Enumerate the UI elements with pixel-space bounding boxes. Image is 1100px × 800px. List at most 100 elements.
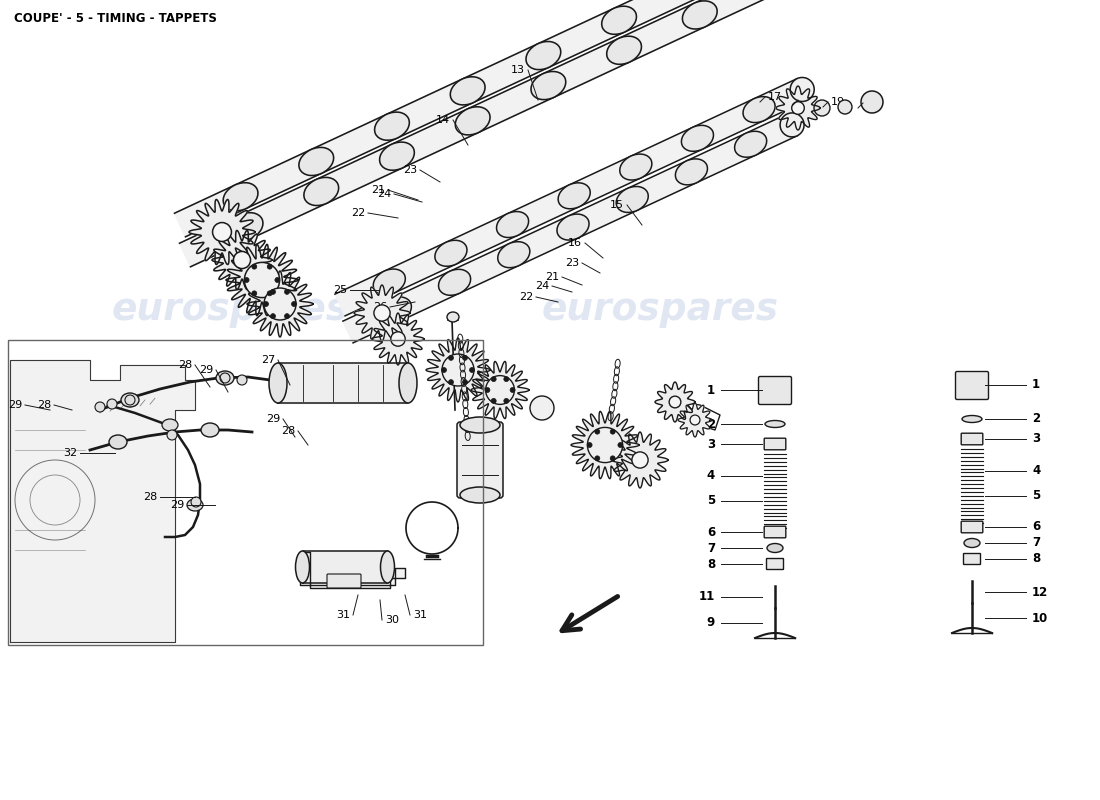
Polygon shape: [302, 551, 387, 583]
Circle shape: [792, 102, 804, 114]
Text: 29: 29: [8, 400, 22, 410]
Ellipse shape: [201, 423, 219, 437]
Text: 23: 23: [403, 165, 417, 175]
Text: 22: 22: [351, 208, 365, 218]
Text: 21: 21: [544, 272, 559, 282]
Polygon shape: [179, 0, 834, 266]
Ellipse shape: [187, 499, 204, 511]
Text: 20: 20: [866, 98, 880, 108]
Text: 21: 21: [371, 185, 385, 195]
Text: 10: 10: [1032, 611, 1048, 625]
Ellipse shape: [838, 100, 853, 114]
Circle shape: [374, 305, 390, 321]
Ellipse shape: [496, 211, 529, 238]
Text: 8: 8: [706, 558, 715, 570]
Ellipse shape: [558, 183, 591, 209]
Circle shape: [271, 314, 275, 318]
Ellipse shape: [742, 97, 775, 122]
Text: 23: 23: [565, 258, 579, 268]
Circle shape: [233, 251, 251, 269]
Text: 25: 25: [333, 285, 346, 295]
Text: 11: 11: [698, 590, 715, 603]
Ellipse shape: [447, 312, 459, 322]
Ellipse shape: [121, 393, 139, 407]
Circle shape: [264, 302, 268, 306]
Circle shape: [462, 380, 468, 385]
Text: 8: 8: [1032, 553, 1041, 566]
Ellipse shape: [455, 106, 491, 135]
Ellipse shape: [964, 538, 980, 547]
Ellipse shape: [296, 551, 309, 583]
Circle shape: [275, 278, 279, 282]
Text: 27: 27: [261, 355, 275, 365]
Circle shape: [595, 429, 600, 434]
Polygon shape: [175, 0, 829, 237]
Ellipse shape: [381, 551, 395, 583]
Text: 17: 17: [768, 92, 782, 102]
Text: 2: 2: [1032, 413, 1041, 426]
Ellipse shape: [270, 363, 287, 403]
Text: 5: 5: [706, 494, 715, 507]
Ellipse shape: [735, 131, 767, 158]
Ellipse shape: [531, 71, 565, 100]
Text: 9: 9: [706, 617, 715, 630]
Circle shape: [669, 396, 681, 408]
Polygon shape: [678, 403, 712, 437]
Ellipse shape: [460, 487, 500, 503]
Text: 22: 22: [519, 292, 534, 302]
Ellipse shape: [790, 78, 814, 102]
Ellipse shape: [526, 42, 561, 70]
Ellipse shape: [616, 186, 648, 213]
Text: 19: 19: [830, 97, 845, 107]
Polygon shape: [571, 411, 639, 478]
FancyBboxPatch shape: [327, 574, 361, 588]
Text: 12: 12: [1032, 586, 1048, 598]
Circle shape: [595, 456, 600, 461]
Text: 2: 2: [707, 418, 715, 430]
Ellipse shape: [244, 262, 279, 298]
Text: 15: 15: [610, 200, 624, 210]
Polygon shape: [471, 362, 529, 418]
Text: 28: 28: [36, 400, 51, 410]
Polygon shape: [300, 552, 405, 588]
Circle shape: [618, 442, 623, 447]
Ellipse shape: [557, 214, 590, 240]
Circle shape: [271, 290, 275, 294]
Circle shape: [125, 395, 135, 405]
Polygon shape: [426, 338, 490, 402]
Circle shape: [610, 456, 615, 461]
Text: 6: 6: [1032, 521, 1041, 534]
Circle shape: [285, 314, 289, 318]
Text: 29: 29: [266, 414, 280, 424]
Ellipse shape: [619, 154, 652, 180]
Polygon shape: [212, 230, 272, 290]
Circle shape: [236, 375, 248, 385]
Ellipse shape: [228, 213, 263, 241]
Circle shape: [449, 355, 453, 360]
Circle shape: [285, 290, 289, 294]
FancyBboxPatch shape: [767, 558, 783, 570]
Ellipse shape: [460, 417, 500, 433]
Ellipse shape: [373, 269, 406, 295]
Circle shape: [449, 380, 453, 385]
Polygon shape: [612, 432, 668, 488]
Ellipse shape: [602, 6, 637, 34]
Ellipse shape: [530, 396, 554, 420]
Ellipse shape: [375, 112, 409, 140]
Circle shape: [212, 222, 231, 242]
Polygon shape: [334, 78, 807, 316]
Ellipse shape: [439, 270, 471, 295]
Ellipse shape: [299, 147, 333, 175]
Circle shape: [690, 415, 700, 425]
Ellipse shape: [264, 288, 296, 320]
Text: 13: 13: [512, 65, 525, 75]
Text: 14: 14: [436, 115, 450, 125]
Circle shape: [107, 399, 117, 409]
Circle shape: [492, 377, 496, 382]
Circle shape: [485, 387, 490, 393]
Text: 29: 29: [199, 365, 213, 375]
Ellipse shape: [304, 178, 339, 206]
Ellipse shape: [379, 142, 415, 170]
Text: 28: 28: [178, 360, 192, 370]
Text: 18: 18: [801, 95, 815, 105]
